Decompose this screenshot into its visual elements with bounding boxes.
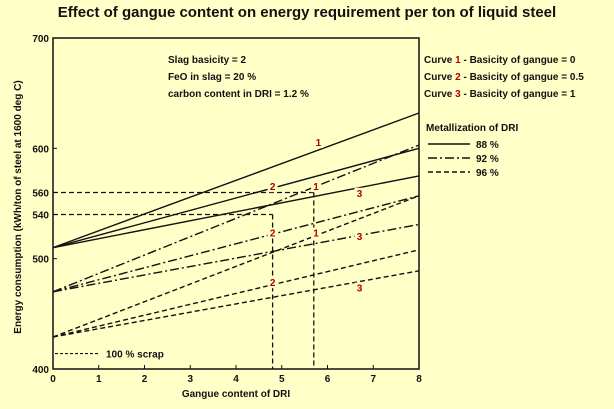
- scrap-reference-label: 100 % scrap: [106, 350, 164, 361]
- series-line-curve1: [52, 195, 420, 338]
- condition-basicity: Slag basicity = 2: [168, 55, 247, 66]
- y-tick-label: 700: [32, 34, 49, 45]
- curve-label: 1: [313, 228, 319, 239]
- curve-legend-prefix: Curve: [424, 89, 455, 100]
- y-tick-label: 500: [32, 255, 49, 266]
- y-axis-label: Energy consumption (kWh/ton of steel at …: [13, 80, 24, 333]
- curve-label-bg: [267, 277, 278, 289]
- series-line-curve2: [52, 249, 420, 338]
- curve-label: 3: [357, 189, 363, 200]
- curve-label-bg: [313, 137, 324, 149]
- curve-legend-number: 2: [455, 72, 461, 83]
- curve-label-bg: [267, 181, 278, 193]
- curve-legend-prefix: Curve: [424, 55, 455, 66]
- x-tick-label: 2: [142, 374, 148, 385]
- curve-label-bg: [354, 230, 365, 242]
- curve-legend-entry: Curve 2 - Basicity of gangue = 0.5: [424, 72, 584, 83]
- curve-label-bg: [311, 181, 322, 193]
- curve-legend-entry: Curve 3 - Basicity of gangue = 1: [424, 89, 576, 100]
- curve-label: 1: [316, 138, 322, 149]
- curve-legend-text: - Basicity of gangue = 1: [461, 89, 576, 100]
- curve-label-bg: [267, 227, 278, 239]
- metallization-legend-label: 88 %: [476, 140, 499, 151]
- curve-label: 2: [270, 182, 276, 193]
- curve-label: 2: [270, 228, 276, 239]
- series-line-curve3: [52, 270, 420, 338]
- chart-title: Effect of gangue content on energy requi…: [57, 4, 557, 21]
- curve-legend-prefix: Curve: [424, 72, 455, 83]
- curve-legend-text: - Basicity of gangue = 0: [461, 55, 576, 66]
- condition-feo: FeO in slag = 20 %: [168, 72, 256, 83]
- x-tick-label: 8: [416, 374, 422, 385]
- x-tick-label: 7: [370, 374, 376, 385]
- curve-legend-number: 1: [455, 55, 461, 66]
- x-tick-label: 0: [50, 374, 56, 385]
- x-tick-label: 5: [279, 374, 285, 385]
- y-tick-label: 560: [32, 188, 49, 199]
- plot-frame: [52, 37, 420, 370]
- curve-label: 1: [313, 182, 319, 193]
- x-tick-label: 6: [325, 374, 331, 385]
- y-tick-label: 540: [32, 211, 49, 222]
- metallization-title: Metallization of DRI: [426, 123, 518, 134]
- curve-label-bg: [311, 227, 322, 239]
- x-tick-label: 3: [187, 374, 193, 385]
- curve-legend-number: 3: [455, 89, 461, 100]
- x-tick-label: 1: [96, 374, 102, 385]
- curve-label-bg: [354, 282, 365, 294]
- series-line-curve2: [52, 147, 420, 249]
- curve-label: 3: [357, 232, 363, 243]
- series-line-curve2: [52, 195, 420, 293]
- y-tick-label: 600: [32, 144, 49, 155]
- metallization-legend-label: 96 %: [476, 168, 499, 179]
- curve-label-bg: [354, 187, 365, 199]
- x-tick-label: 4: [233, 374, 239, 385]
- curve-legend-text: - Basicity of gangue = 0.5: [461, 72, 585, 83]
- curve-label: 2: [270, 278, 276, 289]
- curve-label: 3: [357, 284, 363, 295]
- curve-legend-entry: Curve 1 - Basicity of gangue = 0: [424, 55, 576, 66]
- series-line-curve1: [52, 144, 420, 293]
- series-line-curve1: [52, 112, 420, 249]
- metallization-legend-label: 92 %: [476, 154, 499, 165]
- x-axis-label: Gangue content of DRI: [182, 389, 291, 400]
- condition-carbon: carbon content in DRI = 1.2 %: [168, 89, 309, 100]
- y-tick-label: 400: [32, 365, 49, 376]
